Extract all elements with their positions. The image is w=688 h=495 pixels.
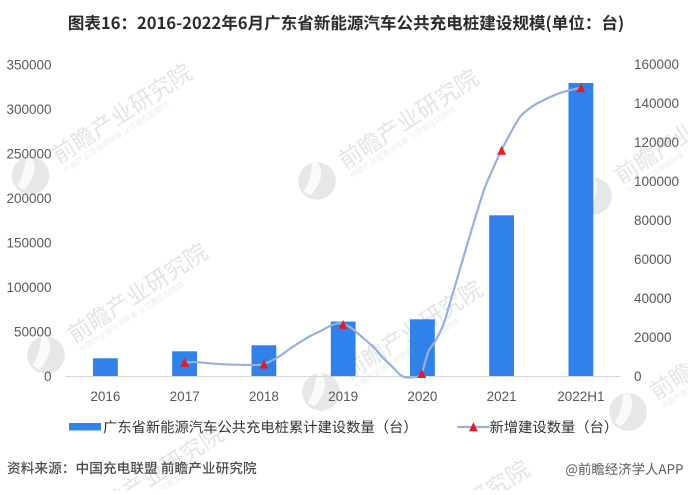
- svg-text:140000: 140000: [634, 96, 679, 111]
- svg-text:100000: 100000: [634, 174, 679, 189]
- svg-text:160000: 160000: [634, 57, 679, 72]
- svg-text:0: 0: [634, 369, 642, 384]
- svg-text:2016: 2016: [90, 389, 120, 404]
- svg-text:2022H1: 2022H1: [557, 389, 604, 404]
- svg-text:80000: 80000: [634, 213, 672, 228]
- svg-text:350000: 350000: [6, 58, 51, 73]
- svg-text:0: 0: [44, 369, 52, 384]
- svg-text:2018: 2018: [249, 389, 279, 404]
- svg-text:60000: 60000: [634, 252, 672, 267]
- svg-text:200000: 200000: [6, 191, 51, 206]
- svg-text:2017: 2017: [170, 389, 200, 404]
- svg-text:2020: 2020: [407, 389, 437, 404]
- svg-text:120000: 120000: [634, 135, 679, 150]
- svg-text:250000: 250000: [6, 147, 51, 162]
- svg-text:40000: 40000: [634, 291, 672, 306]
- svg-text:20000: 20000: [634, 330, 672, 345]
- svg-text:2021: 2021: [487, 389, 517, 404]
- svg-text:150000: 150000: [6, 236, 51, 251]
- svg-text:300000: 300000: [6, 102, 51, 117]
- svg-text:50000: 50000: [14, 325, 52, 340]
- svg-text:100000: 100000: [6, 280, 51, 295]
- svg-text:2019: 2019: [328, 389, 358, 404]
